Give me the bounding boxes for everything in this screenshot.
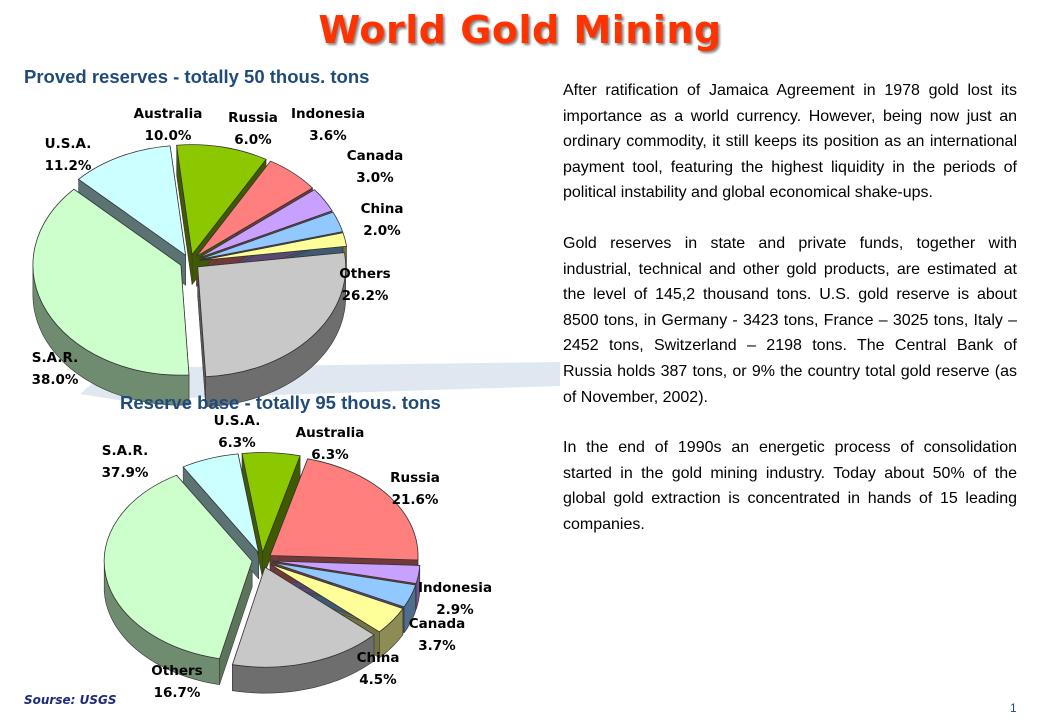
chart-title-reserve-base: Reserve base - totally 95 thous. tons (120, 392, 441, 413)
pie-2-slice-indonesia (271, 560, 421, 584)
pie-1-label-value-russia: 6.0% (234, 132, 272, 148)
pie-2-label-name-s-a-r: S.A.R. (102, 443, 148, 459)
pie-1-label-name-indonesia: Indonesia (291, 106, 365, 122)
paragraph-3: In the end of 1990s an energetic process… (563, 439, 1017, 533)
pie-2-label-value-australia: 6.3% (311, 447, 349, 463)
pie-1-slice-canada (199, 211, 344, 260)
pie-1-label-russia: Russia 6.0% (228, 110, 278, 148)
pie-1-label-u-s-a: U.S.A. 11.2% (45, 136, 92, 174)
pie-1-label-value-u-s-a: 11.2% (45, 158, 92, 174)
pie-1-label-canada: Canada 3.0% (347, 148, 404, 186)
pie-2-label-russia: Russia 21.6% (390, 470, 440, 508)
pie-2-label-china: China 4.5% (357, 650, 400, 688)
pie-1-label-value-s-a-r: 38.0% (32, 372, 79, 388)
pie-2-label-australia: Australia 6.3% (296, 425, 365, 463)
pie-2-label-value-russia: 21.6% (392, 492, 439, 508)
pie-2-label-others: Others 16.7% (151, 663, 202, 701)
pie-2-label-indonesia: Indonesia 2.9% (418, 580, 492, 618)
pie-2-label-value-s-a-r: 37.9% (102, 465, 149, 481)
pie-2-slice-australia (241, 452, 301, 554)
pie-2-slice-russia (269, 458, 419, 561)
slide-title: World Gold Mining (318, 8, 722, 52)
pie-2-label-value-u-s-a: 6.3% (218, 435, 256, 451)
pie-1-label-s-a-r: S.A.R. 38.0% (32, 350, 79, 388)
pie-1-slice-australia (176, 144, 267, 256)
pie-1-label-name-others: Others (339, 266, 390, 282)
pie-2: Australia 6.3% Russia 21.6% Indonesia 2.9%Can… (102, 413, 492, 701)
pie-2-label-canada: Canada 3.7% (409, 616, 466, 654)
pie-2-slice-others (231, 566, 375, 668)
paragraph-2: Gold reserves in state and private funds… (563, 234, 1017, 406)
pie-1-slice-s-a-r (32, 188, 190, 376)
pie-1-label-others: Others 26.2% (339, 266, 390, 304)
pie-1-label-name-russia: Russia (228, 110, 278, 126)
pie-2-label-u-s-a: U.S.A. 6.3% (214, 413, 261, 451)
pie-2-label-name-u-s-a: U.S.A. (214, 413, 261, 429)
pie-1-label-name-canada: Canada (347, 148, 404, 164)
pie-2-label-value-canada: 3.7% (418, 638, 456, 654)
paragraph-1: After ratification of Jamaica Agreement … (563, 82, 1017, 202)
pie-1-label-value-others: 26.2% (342, 288, 389, 304)
page-number: 1 (1010, 701, 1017, 715)
pie-1-label-value-indonesia: 3.6% (309, 128, 347, 144)
pie-2-label-value-china: 4.5% (359, 672, 397, 688)
pie-1-label-name-australia: Australia (134, 106, 203, 122)
pie-1-label-australia: Australia 10.0% (134, 106, 203, 144)
arrow-band (80, 362, 560, 400)
pie-2-label-name-china: China (357, 650, 400, 666)
pie-1-label-indonesia: Indonesia 3.6% (291, 106, 365, 144)
pie-1-label-value-australia: 10.0% (145, 128, 192, 144)
pie-2-label-name-others: Others (151, 663, 202, 679)
pie-2-label-value-others: 16.7% (154, 685, 201, 701)
pie-1-slice-indonesia (198, 189, 333, 259)
pie-2-slice-canada (271, 562, 417, 608)
source-note: Sourse: USGS (24, 693, 117, 707)
pie-1-label-name-u-s-a: U.S.A. (45, 136, 92, 152)
pie-2-slice-china (270, 563, 404, 633)
pie-1-label-name-china: China (361, 201, 404, 217)
pie-2-slice-u-s-a (182, 453, 260, 555)
pie-1-slice-u-s-a (77, 145, 187, 257)
pie-2-label-name-indonesia: Indonesia (418, 580, 492, 596)
pie-1-slice-russia (196, 160, 314, 257)
pie-2-slice-s-a-r (103, 474, 253, 660)
pie-1: Australia 10.0% Russia 6.0% Indonesia 3.6%Can… (32, 106, 404, 407)
pie-2-label-s-a-r: S.A.R. 37.9% (102, 443, 149, 481)
pie-2-label-name-russia: Russia (390, 470, 440, 486)
pie-1-label-value-canada: 3.0% (356, 170, 394, 186)
pie-2-label-value-indonesia: 2.9% (436, 602, 474, 618)
pie-2-label-name-canada: Canada (409, 616, 466, 632)
pie-chart-proved-reserves: Australia 10.0%Russia 6.0%Indonesia 3.6%Can… (32, 106, 492, 701)
pie-1-label-value-china: 2.0% (363, 223, 401, 239)
body-text: After ratification of Jamaica Agreement … (563, 78, 1017, 563)
pie-1-slice-others (197, 252, 347, 378)
pie-1-label-china: China 2.0% (361, 201, 404, 239)
chart-title-proved-reserves: Proved reserves - totally 50 thous. tons (24, 66, 370, 87)
pie-1-slice-china (199, 232, 348, 261)
pie-1-label-name-s-a-r: S.A.R. (32, 350, 78, 366)
pie-2-label-name-australia: Australia (296, 425, 365, 441)
